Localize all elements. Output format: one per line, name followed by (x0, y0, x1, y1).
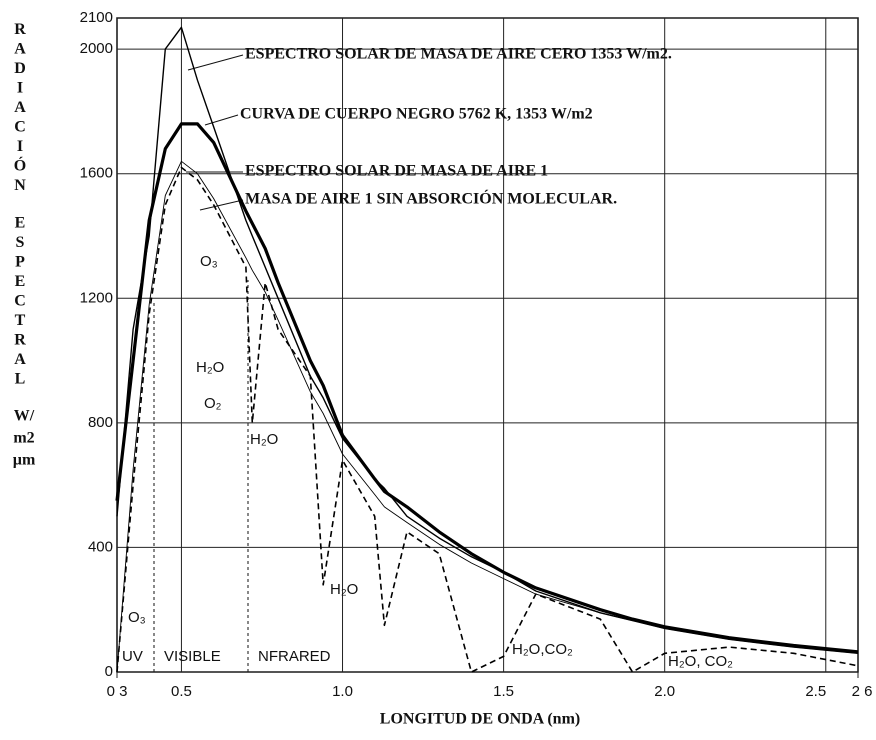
x-tick-label: 1.5 (493, 683, 514, 700)
y-tick-label: 1600 (80, 165, 113, 182)
x-tick-label: 1.0 (332, 683, 353, 700)
leader-line (204, 114, 239, 126)
leader-line (199, 199, 244, 211)
annotation: H₂O (250, 431, 278, 448)
series-label: ESPECTRO SOLAR DE MASA DE AIRE 1 (245, 163, 548, 180)
annotation: NFRARED (258, 648, 331, 665)
annotation: H₂O (330, 581, 358, 598)
annotation: H₂O (196, 359, 224, 376)
y-tick-label: 2000 (80, 40, 113, 57)
y-axis-label: µm (13, 452, 36, 469)
series-line (116, 166, 859, 673)
x-tick-label: 2.0 (654, 683, 675, 700)
annotation: O₃ (128, 609, 146, 626)
x-tick-label: 2 6 (852, 683, 873, 700)
y-axis-label: W/ (14, 408, 35, 425)
y-tick-label: 2100 (80, 9, 113, 26)
x-tick-label: 2.5 (805, 683, 826, 700)
y-tick-label: 0 (105, 663, 113, 680)
annotation: O₂ (204, 395, 222, 412)
y-tick-label: 1200 (80, 289, 113, 306)
leader-line (187, 54, 244, 71)
y-axis-label: m2 (13, 430, 34, 447)
annotation: O₃ (200, 253, 218, 270)
x-axis-label: LONGITUD DE ONDA (nm) (380, 711, 580, 728)
x-tick-label: 0.5 (171, 683, 192, 700)
y-tick-label: 400 (88, 538, 113, 555)
annotation: VISIBLE (164, 648, 221, 665)
annotation: UV (122, 648, 143, 665)
series-label: CURVA DE CUERPO NEGRO 5762 K, 1353 W/m2 (240, 106, 593, 123)
series-label: MASA DE AIRE 1 SIN ABSORCIÓN MOLECULAR. (245, 189, 617, 208)
series-line (116, 160, 859, 673)
series-line (115, 122, 859, 654)
y-tick-label: 800 (88, 414, 113, 431)
x-tick-label: 0 3 (107, 683, 128, 700)
series-label: ESPECTRO SOLAR DE MASA DE AIRE CERO 1353… (245, 46, 672, 63)
annotation: H₂O,CO₂ (512, 641, 573, 658)
annotation: H₂O, CO₂ (668, 653, 733, 670)
